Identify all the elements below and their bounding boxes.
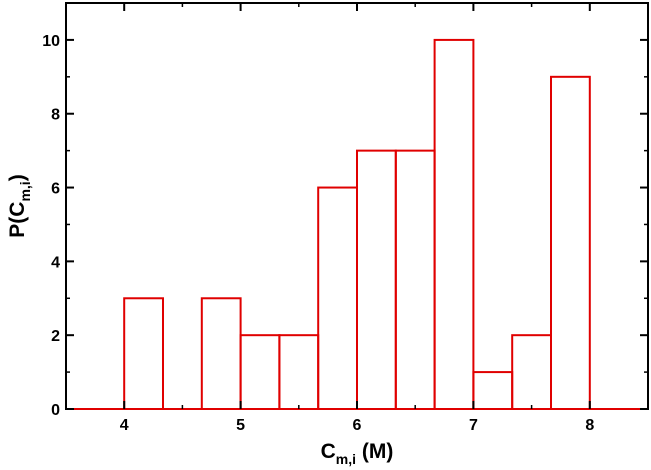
- y-tick-label: 0: [51, 402, 60, 419]
- x-axis-ticks: 4 5 6 7 8: [65, 3, 649, 434]
- histogram-bar-3: [239, 334, 281, 411]
- y-tick-label: 6: [51, 181, 60, 198]
- x-tick-label: 8: [585, 417, 594, 434]
- x-tick-label: 4: [120, 417, 129, 434]
- y-axis-title: P(Cm,i): [6, 174, 33, 237]
- histogram-bar-7: [394, 149, 436, 411]
- histogram-bars: [66, 38, 648, 411]
- y-tick-label: 4: [51, 254, 60, 271]
- histogram-bar-9: [472, 371, 514, 411]
- histogram-bar-5: [317, 186, 359, 410]
- histogram-bar-8: [433, 38, 475, 411]
- histogram-bar-11: [550, 75, 591, 411]
- y-tick-label: 10: [42, 33, 60, 50]
- y-tick-label: 2: [51, 328, 60, 345]
- y-axis-ticks: 0 2 4 6 8 10: [42, 2, 648, 419]
- x-tick-label: 5: [236, 417, 245, 434]
- histogram-bar-0: [123, 297, 164, 411]
- x-tick-label: 7: [469, 417, 478, 434]
- y-tick-label: 8: [51, 107, 60, 124]
- x-axis-title: Cm,i (M): [321, 440, 394, 467]
- x-tick-label: 6: [353, 417, 362, 434]
- histogram-bar-6: [356, 149, 397, 411]
- histogram-bar-4: [278, 334, 320, 411]
- histogram-bar-10: [511, 334, 553, 411]
- histogram-bar-2: [200, 297, 242, 411]
